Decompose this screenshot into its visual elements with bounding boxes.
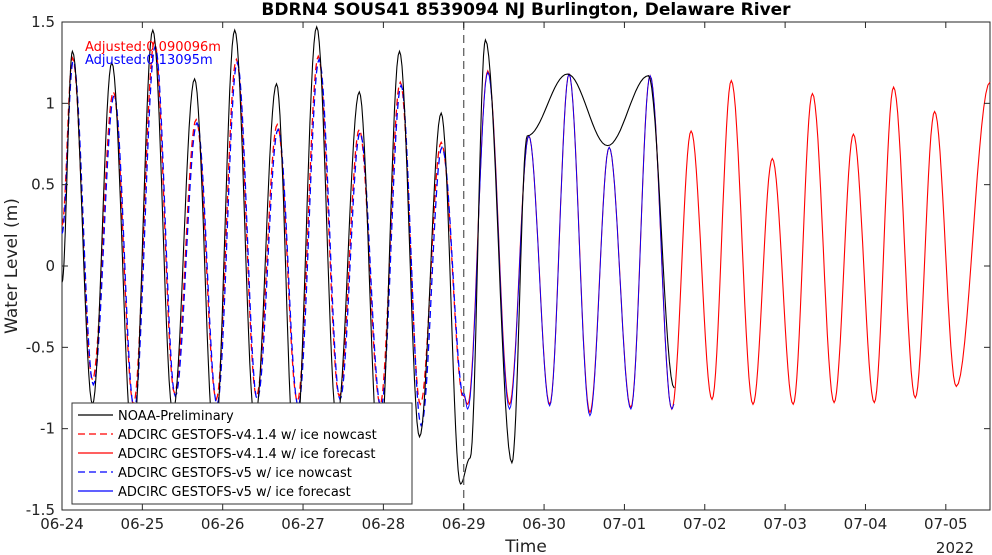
x-tick-label: 06-25 <box>121 515 165 533</box>
legend-label: ADCIRC GESTOFS-v4.1.4 w/ ice forecast <box>118 447 375 462</box>
x-axis-ticks: 06-24 06-25 06-26 06-27 06-28 06-29 06-30 07-01… <box>40 22 968 533</box>
x-tick-label: 06-29 <box>442 515 486 533</box>
x-tick-label: 06-24 <box>40 515 84 533</box>
legend-label: ADCIRC GESTOFS-v5 w/ ice forecast <box>118 485 351 500</box>
legend-label: NOAA-Preliminary <box>118 409 234 424</box>
x-tick-label: 06-30 <box>522 515 566 533</box>
y-tick-label: 1.5 <box>31 13 55 31</box>
x-tick-label: 07-05 <box>924 515 968 533</box>
legend-label: ADCIRC GESTOFS-v5 w/ ice nowcast <box>118 466 352 481</box>
y-tick-label: 0 <box>45 257 55 275</box>
x-tick-label: 07-02 <box>683 515 727 533</box>
y-tick-label: 1 <box>45 94 55 112</box>
x-tick-label: 06-26 <box>201 515 245 533</box>
y-tick-label: -1.5 <box>26 501 55 519</box>
y-tick-label: -0.5 <box>26 338 55 356</box>
y-axis-title: Water Level (m) <box>2 198 22 334</box>
chart-title: BDRN4 SOUS41 8539094 NJ Burlington, Dela… <box>261 0 791 20</box>
x-axis-title: Time <box>504 537 547 555</box>
legend: NOAA-Preliminary ADCIRC GESTOFS-v4.1.4 w/… <box>71 402 413 505</box>
x-tick-label: 07-04 <box>844 515 888 533</box>
y-axis-ticks: -1.5 -1 -0.5 0 0.5 1 1.5 <box>26 13 990 519</box>
adjusted-annotation-blue: Adjusted:0.13095m <box>85 53 213 68</box>
year-label: 2022 <box>936 539 974 555</box>
x-tick-label: 07-01 <box>603 515 647 533</box>
x-tick-label: 06-27 <box>281 515 325 533</box>
y-tick-label: -1 <box>40 420 55 438</box>
y-tick-label: 0.5 <box>31 176 55 194</box>
x-tick-label: 06-28 <box>362 515 406 533</box>
adjusted-annotation-red: Adjusted:0.090096m <box>85 40 221 55</box>
legend-label: ADCIRC GESTOFS-v4.1.4 w/ ice nowcast <box>118 428 377 443</box>
x-tick-label: 07-03 <box>763 515 807 533</box>
legend-box <box>71 402 413 505</box>
